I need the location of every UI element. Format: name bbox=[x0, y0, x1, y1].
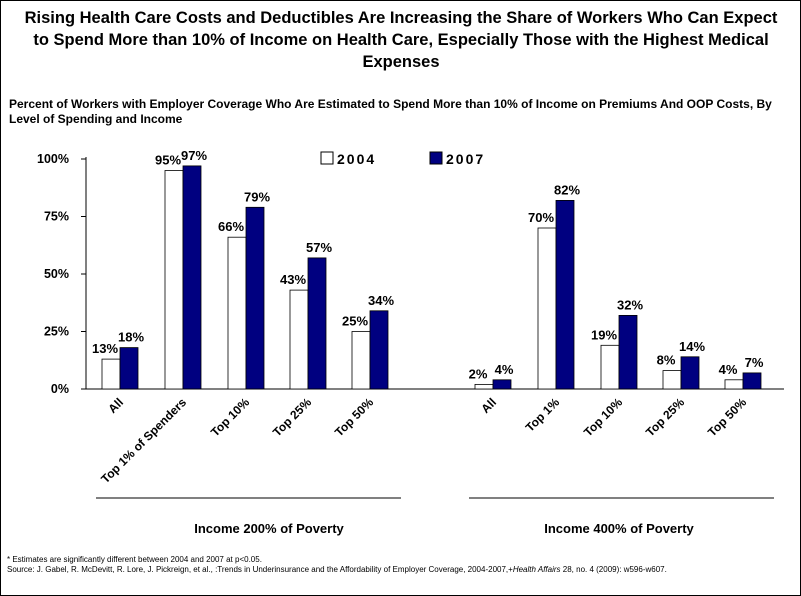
x-category-label: Top 10% bbox=[208, 395, 252, 439]
data-label-2004: 43% bbox=[280, 272, 306, 287]
bar-2007 bbox=[555, 199, 575, 390]
bar-2004 bbox=[724, 379, 744, 390]
x-category-label: Top 50% bbox=[332, 395, 376, 439]
chart-title: Rising Health Care Costs and Deductibles… bbox=[24, 9, 778, 71]
bar-2007 bbox=[245, 206, 265, 390]
x-category-label: Top 1% bbox=[523, 395, 563, 435]
data-label-2004: 4% bbox=[719, 362, 738, 377]
chart-subtitle: Percent of Workers with Employer Coverag… bbox=[9, 97, 772, 126]
legend-label-2004: 2004 bbox=[337, 151, 376, 167]
bar-2007 bbox=[742, 372, 762, 390]
data-label-2007: 34% bbox=[368, 293, 394, 308]
bar-2007 bbox=[182, 165, 202, 390]
data-label-2004: 95% bbox=[155, 153, 181, 168]
bar-2004 bbox=[227, 236, 247, 390]
data-label-2007: 82% bbox=[554, 182, 580, 197]
bar-2004 bbox=[351, 331, 371, 390]
legend-swatch-2004 bbox=[320, 151, 334, 165]
data-label-2007: 18% bbox=[118, 330, 144, 345]
data-label-2004: 66% bbox=[218, 219, 244, 234]
x-category-label: Top 10% bbox=[581, 395, 625, 439]
bar-2007 bbox=[492, 379, 512, 390]
bar-2007 bbox=[119, 347, 139, 390]
y-tick-label: 25% bbox=[44, 325, 69, 339]
x-category-label: Top 50% bbox=[705, 395, 749, 439]
y-tick-label: 100% bbox=[37, 152, 69, 166]
bar-2004 bbox=[164, 170, 184, 390]
data-label-2004: 2% bbox=[469, 366, 488, 381]
y-tick-label: 50% bbox=[44, 267, 69, 281]
bar-2007 bbox=[307, 257, 327, 390]
source-note: Source: J. Gabel, R. McDevitt, R. Lore, … bbox=[7, 565, 797, 575]
x-category-label: Top 25% bbox=[270, 395, 314, 439]
group-label: Income 200% of Poverty bbox=[194, 521, 344, 536]
data-label-2004: 70% bbox=[528, 210, 554, 225]
data-label-2004: 25% bbox=[342, 314, 368, 329]
legend-swatch-2007 bbox=[429, 151, 443, 165]
bar-2007 bbox=[618, 314, 638, 390]
bar-2004 bbox=[474, 383, 494, 390]
data-label-2007: 32% bbox=[617, 297, 643, 312]
y-tick-label: 75% bbox=[44, 210, 69, 224]
bar-2004 bbox=[289, 289, 309, 390]
group-label: Income 400% of Poverty bbox=[544, 521, 694, 536]
data-label-2004: 13% bbox=[92, 341, 118, 356]
data-label-2004: 8% bbox=[657, 353, 676, 368]
bar-2004 bbox=[662, 370, 682, 390]
source-journal: Health Affairs bbox=[512, 565, 561, 574]
bar-2004 bbox=[101, 358, 121, 390]
x-category-label: Top 25% bbox=[643, 395, 687, 439]
source-suffix: 28, no. 4 (2009): w596-w607. bbox=[560, 565, 667, 574]
y-tick-label: 0% bbox=[51, 382, 69, 396]
source-prefix: Source: J. Gabel, R. McDevitt, R. Lore, … bbox=[7, 565, 513, 574]
bar-2004 bbox=[600, 344, 620, 390]
data-label-2007: 7% bbox=[745, 355, 764, 370]
bar-2007 bbox=[680, 356, 700, 390]
data-label-2004: 19% bbox=[591, 327, 617, 342]
x-category-label: All bbox=[105, 395, 126, 416]
data-label-2007: 79% bbox=[244, 189, 270, 204]
data-label-2007: 4% bbox=[495, 362, 514, 377]
legend-label-2007: 2007 bbox=[446, 151, 485, 167]
bar-2004 bbox=[537, 227, 557, 390]
footnote: * Estimates are significantly different … bbox=[7, 555, 262, 564]
data-label-2007: 14% bbox=[679, 339, 705, 354]
x-category-label: All bbox=[478, 395, 499, 416]
data-label-2007: 97% bbox=[181, 148, 207, 163]
data-label-2007: 57% bbox=[306, 240, 332, 255]
bar-2007 bbox=[369, 310, 389, 390]
